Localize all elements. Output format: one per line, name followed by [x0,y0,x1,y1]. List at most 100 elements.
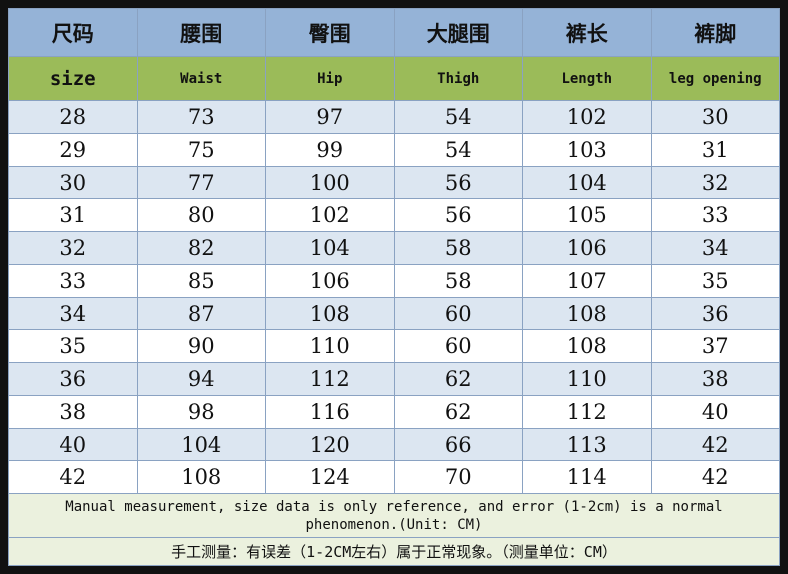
data-cell: 104 [136,427,266,462]
data-row: 31 80 102 56 105 33 [8,198,780,233]
data-cell: 33 [650,198,780,233]
header-row-english: size Waist Hip Thigh Length leg opening [8,56,780,102]
header-cell: 腰围 [136,7,266,58]
data-cell: 112 [522,394,652,429]
data-cell: 108 [522,296,652,331]
data-cell: 56 [393,165,523,200]
size-chart: 尺码 腰围 臀围 大腿围 裤长 裤脚 size Waist Hip Thigh Length leg … [8,7,780,566]
data-cell: 103 [522,132,652,167]
data-row: 36 94 112 62 110 38 [8,362,780,396]
data-cell: 36 [8,362,138,396]
header-cell: Thigh [393,56,523,102]
data-cell: 70 [393,460,523,495]
data-cell: 58 [393,263,523,298]
data-cell: 116 [265,394,395,429]
data-row: 38 98 116 62 112 40 [8,394,780,429]
data-cell: 114 [522,460,652,495]
data-cell: 58 [393,231,523,265]
data-cell: 38 [8,394,138,429]
data-row: 28 73 97 54 102 30 [8,100,780,134]
data-row: 35 90 110 60 108 37 [8,329,780,364]
data-cell: 35 [8,329,138,364]
data-cell: 108 [265,296,395,331]
data-cell: 30 [8,165,138,200]
data-cell: 34 [650,231,780,265]
data-cell: 28 [8,100,138,134]
data-cell: 107 [522,263,652,298]
size-table: 尺码 腰围 臀围 大腿围 裤长 裤脚 size Waist Hip Thigh Length leg … [8,7,780,566]
data-cell: 37 [650,329,780,364]
data-row: 34 87 108 60 108 36 [8,296,780,331]
data-row: 42 108 124 70 114 42 [8,460,780,495]
data-row: 29 75 99 54 103 31 [8,132,780,167]
data-cell: 104 [265,231,395,265]
data-row: 32 82 104 58 106 34 [8,231,780,265]
note-row: 手工测量：有误差（1-2CM左右）属于正常现象。（测量单位：CM） [8,537,780,566]
data-cell: 38 [650,362,780,396]
data-cell: 73 [136,100,266,134]
data-cell: 106 [265,263,395,298]
header-cell: Hip [265,56,395,102]
header-cell: size [8,56,138,102]
note-chinese: 手工测量：有误差（1-2CM左右）属于正常现象。（测量单位：CM） [8,537,780,566]
data-cell: 36 [650,296,780,331]
header-cell: 裤长 [522,7,652,58]
data-row: 30 77 100 56 104 32 [8,165,780,200]
data-cell: 32 [8,231,138,265]
data-cell: 99 [265,132,395,167]
header-cell: Length [522,56,652,102]
data-cell: 42 [8,460,138,495]
header-cell: Waist [136,56,266,102]
data-cell: 105 [522,198,652,233]
header-cell: 裤脚 [650,7,780,58]
data-cell: 40 [8,427,138,462]
data-cell: 62 [393,362,523,396]
data-cell: 31 [650,132,780,167]
note-row: Manual measurement, size data is only re… [8,493,780,539]
data-cell: 80 [136,198,266,233]
header-cell: 臀围 [265,7,395,58]
data-cell: 29 [8,132,138,167]
data-cell: 31 [8,198,138,233]
data-row: 40 104 120 66 113 42 [8,427,780,462]
data-cell: 60 [393,329,523,364]
data-cell: 60 [393,296,523,331]
data-cell: 77 [136,165,266,200]
data-cell: 62 [393,394,523,429]
data-cell: 82 [136,231,266,265]
data-cell: 42 [650,427,780,462]
data-cell: 98 [136,394,266,429]
data-cell: 110 [265,329,395,364]
data-cell: 97 [265,100,395,134]
data-cell: 106 [522,231,652,265]
data-cell: 102 [522,100,652,134]
data-cell: 54 [393,132,523,167]
data-cell: 35 [650,263,780,298]
data-cell: 108 [522,329,652,364]
data-cell: 75 [136,132,266,167]
data-cell: 87 [136,296,266,331]
data-cell: 104 [522,165,652,200]
data-cell: 120 [265,427,395,462]
header-cell: 大腿围 [393,7,523,58]
data-cell: 112 [265,362,395,396]
data-cell: 40 [650,394,780,429]
header-row-chinese: 尺码 腰围 臀围 大腿围 裤长 裤脚 [8,7,780,58]
header-cell: leg opening [650,56,780,102]
note-english: Manual measurement, size data is only re… [8,493,780,539]
data-cell: 30 [650,100,780,134]
data-cell: 66 [393,427,523,462]
data-row: 33 85 106 58 107 35 [8,263,780,298]
header-cell: 尺码 [8,7,138,58]
data-cell: 33 [8,263,138,298]
data-cell: 108 [136,460,266,495]
data-cell: 54 [393,100,523,134]
data-cell: 124 [265,460,395,495]
data-cell: 56 [393,198,523,233]
data-cell: 110 [522,362,652,396]
data-cell: 90 [136,329,266,364]
data-cell: 85 [136,263,266,298]
data-cell: 32 [650,165,780,200]
data-cell: 113 [522,427,652,462]
